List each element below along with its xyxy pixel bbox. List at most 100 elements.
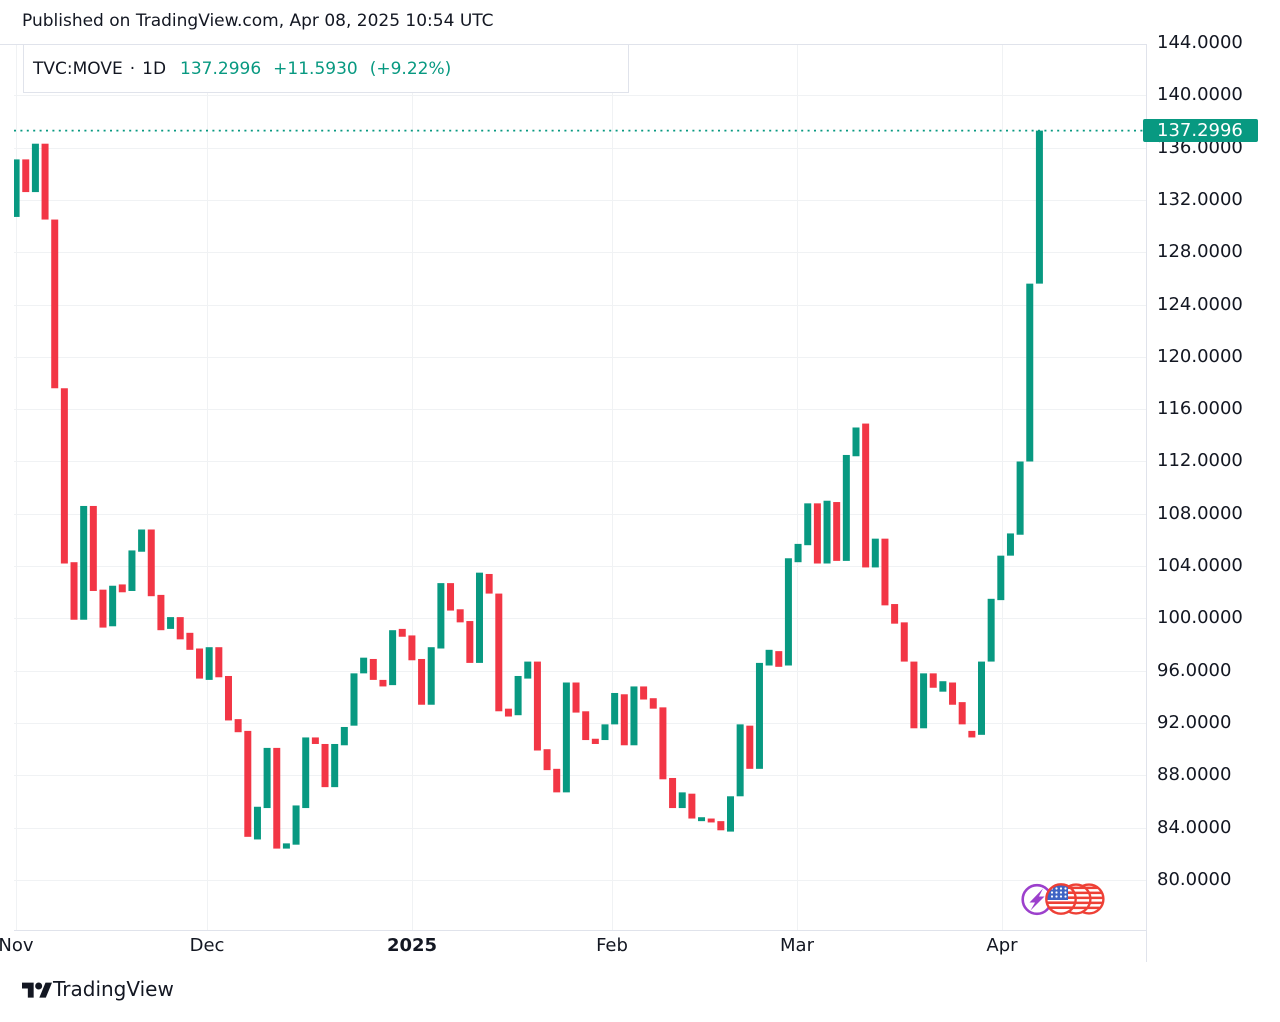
candle — [871, 538, 879, 568]
publish-banner: Published on TradingView.com, Apr 08, 20… — [0, 0, 1280, 44]
candle — [398, 628, 406, 637]
candle — [495, 593, 503, 712]
us-flag-icon[interactable] — [1045, 883, 1077, 915]
candle — [514, 675, 522, 716]
instrument-flags[interactable] — [1016, 880, 1112, 920]
candle — [659, 707, 667, 780]
candle — [224, 675, 232, 721]
candle — [717, 821, 725, 831]
candle — [746, 725, 754, 769]
legend-change-pct: (+9.22%) — [369, 58, 452, 79]
candle — [862, 423, 870, 568]
candle — [649, 698, 657, 709]
candle — [138, 529, 146, 552]
candle — [360, 657, 368, 674]
candle — [910, 661, 918, 729]
price-scale[interactable]: 144.0000 140.0000 136.0000 132.0000 128.0000… — [1147, 0, 1280, 962]
candle — [891, 604, 899, 624]
publish-banner-text: Published on TradingView.com, Apr 08, 20… — [22, 11, 494, 31]
candle — [215, 647, 223, 678]
candle — [630, 686, 638, 746]
symbol-legend: TVC:MOVE · 1D 137.2996 +11.5930 (+9.22%) — [23, 44, 629, 93]
candle — [611, 692, 619, 725]
candle — [167, 617, 175, 629]
candle — [987, 598, 995, 662]
candle — [437, 583, 445, 649]
candle — [939, 681, 947, 692]
candle — [99, 589, 107, 628]
legend-change: +11.5930 — [273, 58, 358, 79]
candle — [707, 818, 715, 823]
candle — [601, 724, 609, 741]
candle — [620, 694, 628, 746]
candle — [852, 427, 860, 457]
candle — [533, 661, 541, 751]
price-axis-label: 112.0000 — [1157, 450, 1243, 472]
candle — [321, 743, 329, 788]
time-axis-label: Feb — [596, 935, 628, 956]
price-axis-label: 140.0000 — [1157, 84, 1243, 106]
candle — [282, 843, 290, 849]
candle — [572, 682, 580, 713]
candle — [765, 649, 773, 666]
candle — [147, 529, 155, 597]
price-axis-label: 88.0000 — [1157, 764, 1232, 786]
candle — [331, 743, 339, 788]
candle — [118, 584, 126, 593]
price-axis-label: 144.0000 — [1157, 32, 1243, 53]
candle — [157, 594, 165, 631]
candle — [485, 573, 493, 594]
time-axis-label: Mar — [780, 935, 814, 956]
candle — [70, 562, 78, 620]
candle — [669, 777, 677, 809]
time-scale[interactable]: Nov Dec 2025 Feb Mar Apr — [0, 930, 1146, 962]
candle — [128, 550, 136, 591]
candle — [263, 747, 271, 809]
tradingview-brand[interactable]: TradingView — [53, 977, 174, 1001]
candle — [900, 622, 908, 662]
candle — [253, 806, 261, 840]
candle — [582, 711, 590, 741]
candle — [302, 737, 310, 809]
price-axis-label: 84.0000 — [1157, 816, 1232, 838]
event-flag-icon[interactable] — [1021, 883, 1053, 916]
candle — [186, 632, 194, 650]
price-axis-label: 120.0000 — [1157, 345, 1243, 367]
candle — [524, 661, 532, 679]
candle — [929, 673, 937, 688]
time-axis-label: Apr — [986, 935, 1018, 956]
legend-interval: 1D — [142, 58, 167, 79]
candle — [389, 630, 397, 686]
candle — [205, 647, 213, 680]
candle — [1016, 461, 1024, 535]
time-axis-label: Dec — [189, 935, 225, 956]
candle — [176, 617, 184, 640]
candle — [89, 505, 97, 591]
tradingview-logo-icon[interactable] — [22, 979, 52, 1003]
legend-symbol: TVC:MOVE — [33, 58, 123, 79]
candle — [640, 686, 648, 700]
candle — [292, 805, 300, 845]
candle — [60, 388, 68, 564]
candle — [466, 621, 474, 663]
candle — [968, 730, 976, 738]
price-axis-label: 100.0000 — [1157, 607, 1243, 629]
candle — [41, 143, 49, 220]
candle — [427, 647, 435, 705]
candle — [418, 658, 426, 705]
candle — [109, 585, 117, 627]
candle — [949, 682, 957, 705]
candle — [978, 661, 985, 735]
price-axis-label: 124.0000 — [1157, 293, 1243, 315]
candle — [688, 793, 696, 819]
candle — [591, 738, 599, 744]
candle — [794, 543, 802, 563]
candle — [727, 796, 734, 832]
candle — [31, 143, 39, 193]
candle — [456, 609, 464, 623]
candle — [775, 651, 783, 667]
candle — [244, 730, 252, 837]
candle — [379, 679, 387, 687]
lightning-icon — [1029, 888, 1045, 911]
